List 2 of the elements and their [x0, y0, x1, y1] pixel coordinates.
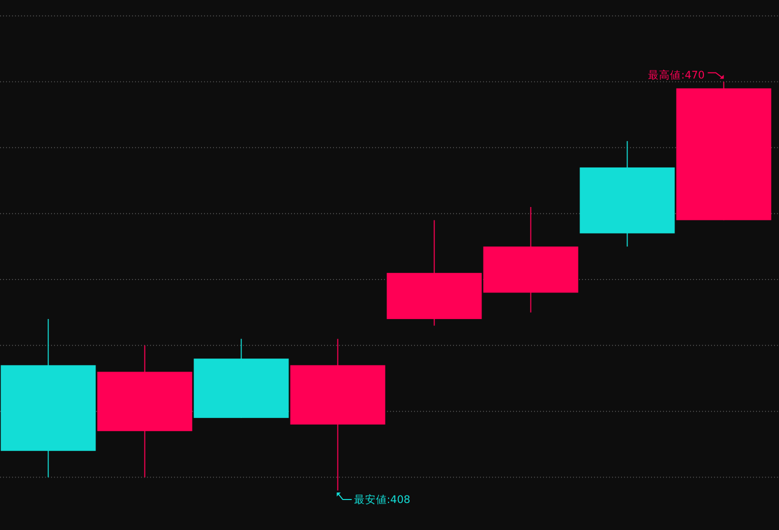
- annotation: 最高値:470: [648, 68, 705, 82]
- annotation: 最安値:408: [354, 492, 410, 506]
